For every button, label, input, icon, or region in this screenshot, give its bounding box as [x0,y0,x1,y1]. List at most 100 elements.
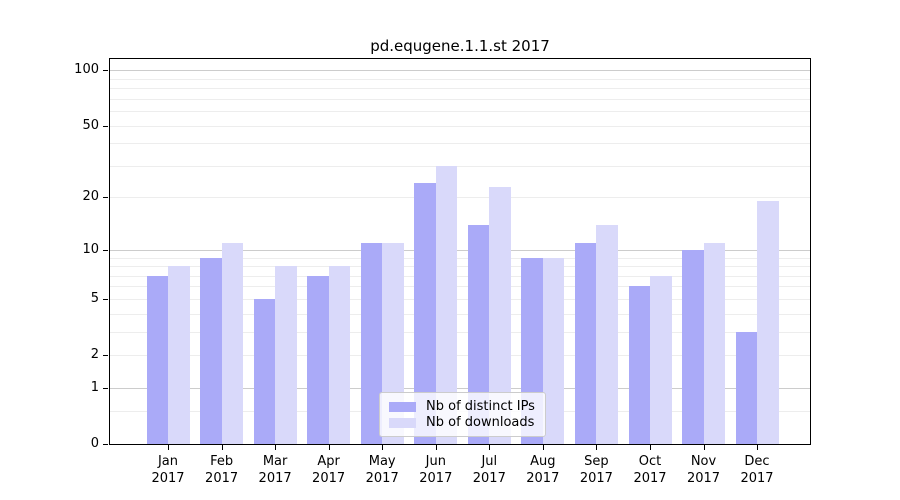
x-tick-label-jan: Jan 2017 [136,453,200,487]
y-tick-mark-2 [103,355,108,356]
x-tick-mark-jan [168,445,169,450]
x-tick-label-nov: Nov 2017 [672,453,736,487]
x-tick-month: Feb [210,454,234,469]
y-tick-mark-5 [103,298,108,300]
x-tick-month: May [368,454,396,469]
y-tick-mark-1 [103,387,108,389]
bar-distinct-ips-jul [467,224,490,444]
bar-downloads-mar [275,266,297,444]
minor-gridline-90 [110,78,810,80]
x-tick-year: 2017 [472,471,506,486]
x-tick-month: Nov [690,454,717,469]
minor-gridline-40 [110,143,810,145]
legend-swatch-distinct-ips [389,401,416,412]
x-tick-year: 2017 [419,471,453,486]
x-tick-year: 2017 [740,471,774,486]
x-tick-mark-mar [275,445,277,450]
minor-gridline-8 [110,266,810,267]
y-tick-label-20: 20 [82,189,99,205]
x-tick-mark-sep [596,445,598,450]
y-tick-mark-20 [103,197,108,199]
bar-distinct-ips-feb [200,257,222,444]
x-tick-month: Oct [638,454,662,469]
x-tick-year: 2017 [258,471,292,486]
y-tick-mark-10 [103,249,108,251]
bar-distinct-ips-may [360,242,383,444]
bar-downloads-jul [489,186,511,444]
y-tick-label-100: 100 [74,62,99,78]
minor-gridline-80 [110,88,810,90]
x-tick-mark-nov [703,445,705,450]
bar-downloads-oct [650,275,672,444]
bar-downloads-nov [703,242,725,444]
legend-row-downloads: Nb of downloads [389,415,536,430]
bar-downloads-dec [757,201,779,444]
legend-label-distinct-ips: Nb of distinct IPs [426,399,535,414]
bar-downloads-feb [221,242,243,444]
x-tick-year: 2017 [205,471,239,486]
y-tick-mark-0 [103,444,108,445]
x-tick-month: Sep [584,454,609,469]
y-tick-label-1: 1 [90,379,99,395]
y-tick-label-5: 5 [90,290,99,306]
y-tick-label-2: 2 [90,347,99,362]
x-tick-mark-oct [650,445,651,450]
bar-distinct-ips-oct [628,286,650,444]
x-tick-label-apr: Apr 2017 [297,453,361,487]
minor-gridline-4 [110,313,810,315]
x-tick-month: Jan [157,454,179,469]
minor-gridline-50 [110,125,810,127]
y-tick-mark-100 [103,70,108,72]
chart-title: pd.equgene.1.1.st 2017 [370,37,550,55]
bar-distinct-ips-mar [253,298,276,444]
x-tick-year: 2017 [365,471,399,486]
bar-distinct-ips-nov [682,249,704,444]
x-tick-label-jun: Jun 2017 [404,453,468,487]
x-tick-label-aug: Aug 2017 [511,453,575,487]
bar-distinct-ips-apr [307,275,329,444]
x-tick-month: Dec [744,454,770,469]
minor-gridline-30 [110,165,810,167]
x-tick-mark-dec [757,445,758,450]
bar-downloads-jun [435,165,458,444]
x-tick-label-dec: Dec 2017 [725,453,789,487]
bar-distinct-ips-jan [146,275,168,444]
x-tick-mark-jul [489,445,491,450]
x-tick-year: 2017 [526,471,560,486]
x-tick-mark-feb [221,445,223,450]
minor-gridline-3 [110,331,810,333]
x-tick-label-jul: Jul 2017 [457,453,521,487]
minor-gridline-6 [110,286,810,288]
minor-gridline-9 [110,257,810,259]
minor-gridline-5 [110,298,810,300]
minor-gridline-60 [110,111,810,113]
x-tick-month: Apr [317,454,340,469]
x-tick-mark-jun [435,445,437,450]
x-tick-label-mar: Mar 2017 [243,453,307,487]
x-tick-label-sep: Sep 2017 [564,453,628,487]
minor-gridline-20 [110,197,810,199]
x-tick-label-oct: Oct 2017 [618,453,682,487]
plot-area [109,58,811,445]
x-tick-year: 2017 [579,471,613,486]
minor-gridline-70 [110,98,810,100]
x-tick-year: 2017 [686,471,721,486]
bar-downloads-jan [168,266,190,444]
y-tick-label-50: 50 [82,117,99,133]
x-tick-month: Jun [425,454,446,469]
bar-distinct-ips-dec [735,331,757,444]
bar-distinct-ips-sep [574,242,597,444]
x-tick-month: Mar [262,454,288,469]
x-tick-mark-may [382,445,384,450]
bar-downloads-sep [596,224,618,444]
x-tick-year: 2017 [633,471,667,486]
y-tick-label-10: 10 [82,241,99,257]
legend-label-downloads: Nb of downloads [426,415,535,430]
major-gridline-10 [110,249,810,251]
minor-gridline-7 [110,275,810,277]
x-tick-month: Jul [481,454,498,469]
bar-distinct-ips-jun [414,183,436,444]
x-tick-year: 2017 [151,471,185,486]
x-tick-year: 2017 [312,471,346,486]
